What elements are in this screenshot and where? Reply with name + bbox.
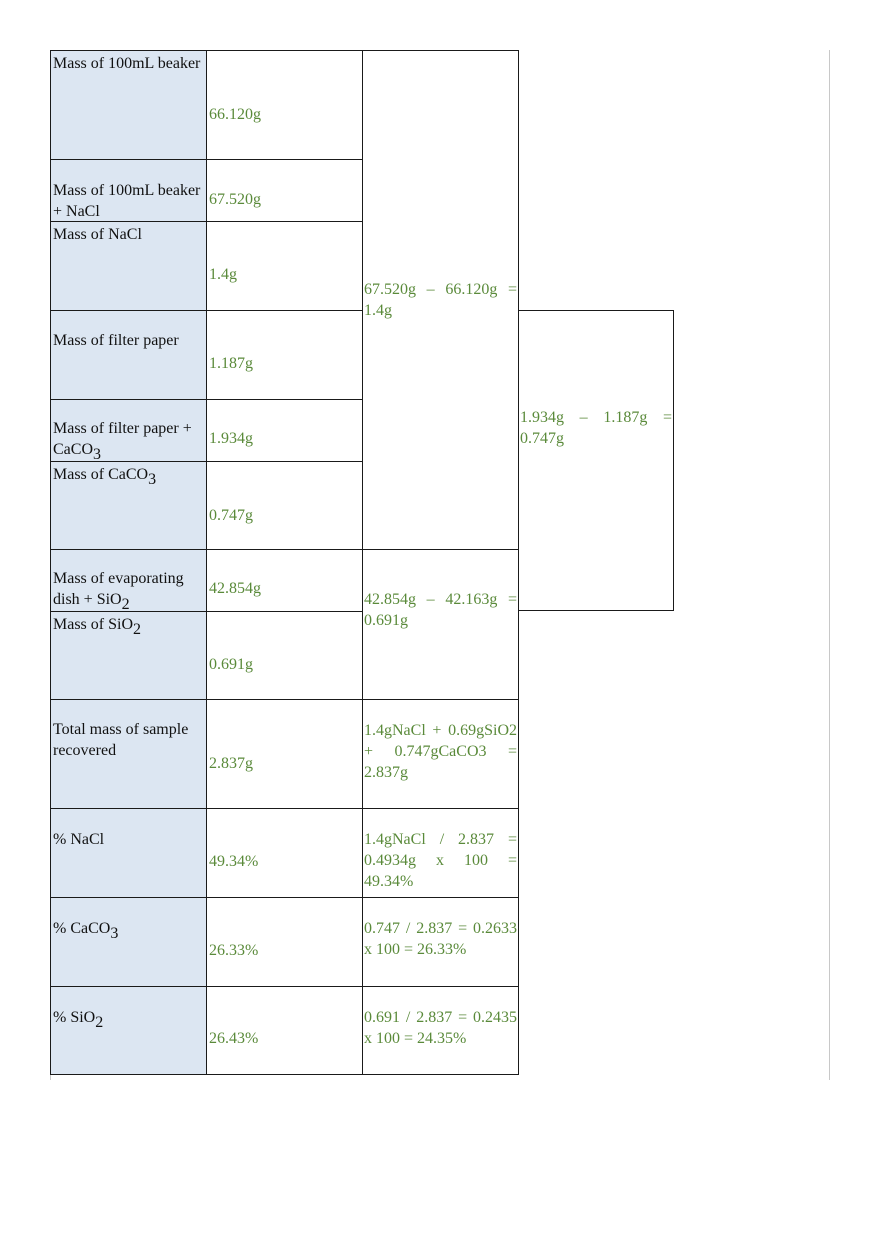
label-beaker-plus-nacl: Mass of 100mL beaker + NaCl (50, 159, 207, 222)
value-sio2-mass: 0.691g (206, 611, 363, 700)
value-beaker-mass: 66.120g (206, 50, 363, 160)
value-evap-dish-plus-sio2: 42.854g (206, 549, 363, 612)
value-caco3-mass: 0.747g (206, 461, 363, 550)
value-pct-nacl: 49.34% (206, 808, 363, 898)
calc-nacl: 67.520g – 66.120g = 1.4g (362, 50, 519, 550)
calc-pct-sio2: 0.691 / 2.837 = 0.2435 x 100 = 24.35% (362, 986, 519, 1075)
label-pct-nacl: % NaCl (50, 808, 207, 898)
label-caco3-mass: Mass of CaCO3 (50, 461, 207, 550)
calc-sio2: 42.854g – 42.163g = 0.691g (362, 549, 519, 700)
label-filter-paper-plus-caco3: Mass of filter paper + CaCO3 (50, 399, 207, 463)
label-pct-caco3: % CaCO3 (50, 897, 207, 987)
label-evap-dish-plus-sio2: Mass of evaporating dish + SiO2 (50, 549, 207, 613)
label-filter-paper-mass: Mass of filter paper (50, 310, 207, 400)
value-filter-paper-plus-caco3: 1.934g (206, 399, 363, 462)
calc-total: 1.4gNaCl + 0.69gSiO2 + 0.747gCaCO3 = 2.8… (362, 699, 519, 809)
label-total-mass: Total mass of sample recovered (50, 699, 207, 809)
label-pct-sio2: % SiO2 (50, 986, 207, 1075)
value-total-mass: 2.837g (206, 699, 363, 809)
calc-pct-caco3: 0.747 / 2.837 = 0.2633 x 100 = 26.33% (362, 897, 519, 987)
calc-pct-nacl: 1.4gNaCl / 2.837 = 0.4934g x 100 = 49.34… (362, 808, 519, 898)
value-pct-caco3: 26.33% (206, 897, 363, 987)
label-beaker-mass: Mass of 100mL beaker (50, 50, 207, 160)
value-beaker-plus-nacl: 67.520g (206, 159, 363, 222)
value-filter-paper-mass: 1.187g (206, 310, 363, 400)
right-margin-line (829, 50, 830, 1080)
label-nacl-mass: Mass of NaCl (50, 221, 207, 311)
label-sio2-mass: Mass of SiO2 (50, 611, 207, 700)
value-nacl-mass: 1.4g (206, 221, 363, 311)
calc-caco3: 1.934g – 1.187g = 0.747g (518, 310, 674, 611)
value-pct-sio2: 26.43% (206, 986, 363, 1075)
